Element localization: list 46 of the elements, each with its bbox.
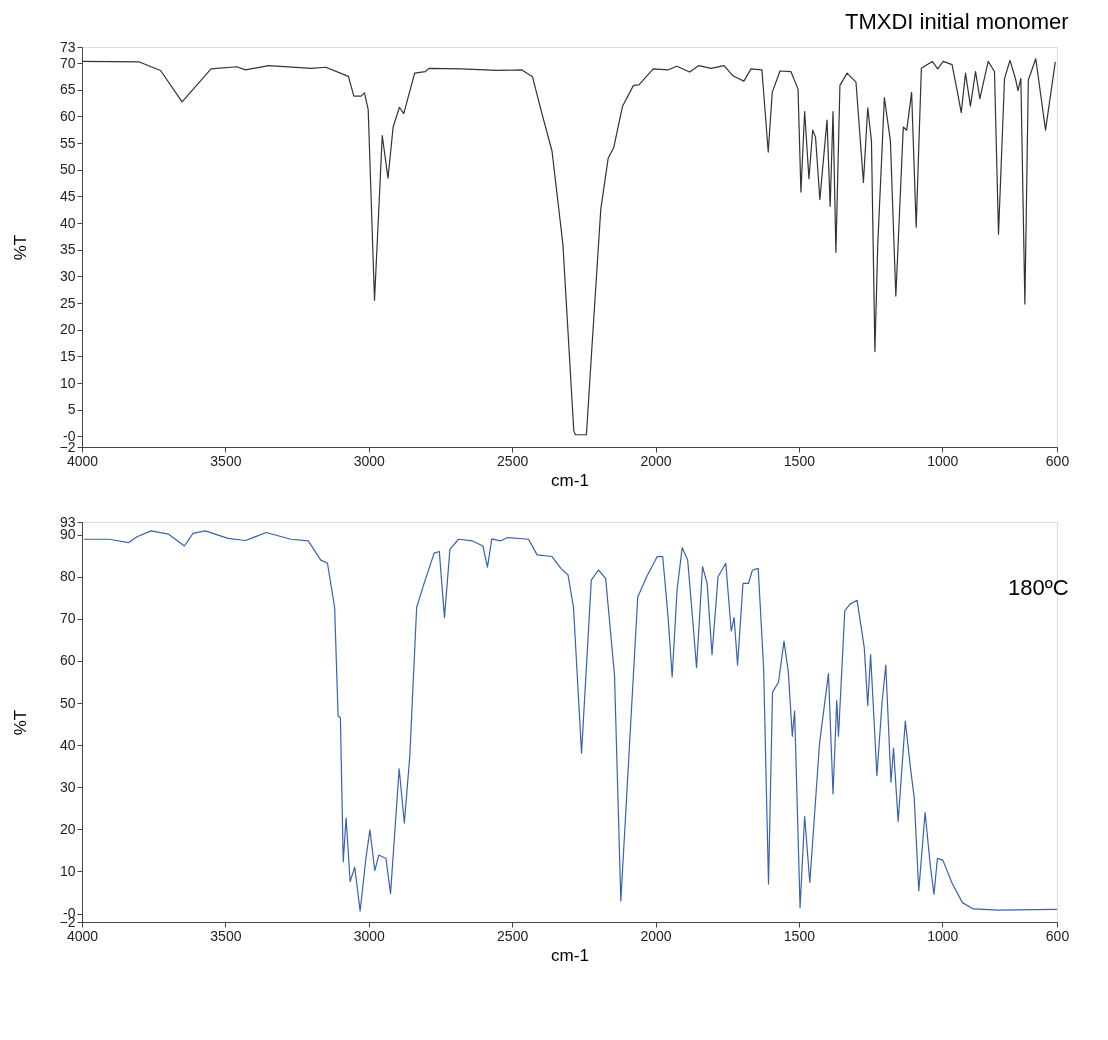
x-tick-label: 2500 <box>497 927 529 944</box>
y-tick-label: 40 <box>59 736 76 753</box>
y-tick-label: 73 <box>59 38 76 55</box>
y-axis-title: %T <box>10 234 30 261</box>
x-tick-label: 2500 <box>497 452 529 469</box>
y-tick-label: 70 <box>59 610 76 627</box>
y-tick-label: 25 <box>59 294 76 311</box>
x-tick-label: 600 <box>1045 927 1070 944</box>
y-tick-label: 70 <box>59 54 76 71</box>
y-tick-label: 80 <box>59 568 76 585</box>
text: 180ºC <box>1008 575 1069 600</box>
y-tick-label: 20 <box>59 321 76 338</box>
x-tick-label: 600 <box>1045 452 1070 469</box>
y-tick-label: 20 <box>59 820 76 837</box>
y-axis-title: %T <box>10 709 30 736</box>
y-tick-label: 55 <box>59 134 76 151</box>
y-tick-label: 30 <box>59 267 76 284</box>
x-tick-label: 1500 <box>783 452 816 469</box>
chart-title: TMXDI initial monomer <box>844 9 1069 34</box>
y-tick-label: 10 <box>59 862 76 879</box>
x-axis-title: cm-1 <box>551 945 589 965</box>
x-tick-label: 3500 <box>210 452 242 469</box>
y-tick-label: 30 <box>59 778 76 795</box>
x-tick-label: 3500 <box>210 927 242 944</box>
line-series <box>82 58 1056 436</box>
y-tick-label: 50 <box>59 694 76 711</box>
x-tick-label: 3000 <box>353 927 386 944</box>
x-tick-label: 1500 <box>783 927 816 944</box>
x-tick-label: 1000 <box>927 927 959 944</box>
y-tick-label: 5 <box>67 401 76 418</box>
y-tick-label: 65 <box>59 81 76 98</box>
y-tick-label: 50 <box>59 161 76 178</box>
x-axis-title: cm-1 <box>551 470 589 490</box>
x-tick-label: 2000 <box>640 452 672 469</box>
x-tick-label: 3000 <box>353 452 386 469</box>
y-tick-label: 60 <box>59 652 76 669</box>
x-tick-label: 1000 <box>927 452 959 469</box>
y-tick-label: 15 <box>59 347 76 364</box>
y-tick-label: 10 <box>59 374 76 391</box>
y-tick-label: 35 <box>59 241 76 258</box>
y-tick-label: 40 <box>59 214 76 231</box>
y-tick-label: 45 <box>59 187 76 204</box>
x-tick-label: 4000 <box>66 927 99 944</box>
x-tick-label: 2000 <box>640 927 672 944</box>
y-tick-label: 60 <box>59 107 76 124</box>
x-tick-label: 4000 <box>66 452 99 469</box>
